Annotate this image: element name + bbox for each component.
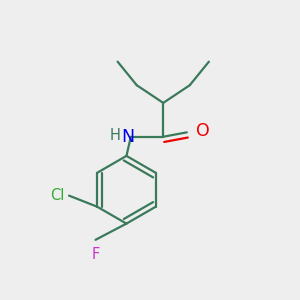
Text: F: F [92,247,100,262]
Text: Cl: Cl [50,188,64,203]
Text: N: N [122,128,134,146]
Text: H: H [109,128,120,143]
Text: O: O [196,122,209,140]
